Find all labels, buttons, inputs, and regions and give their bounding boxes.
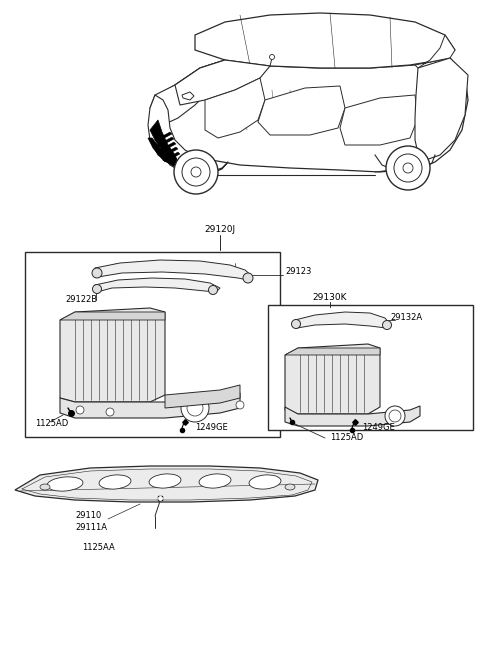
- Ellipse shape: [199, 474, 231, 488]
- Circle shape: [385, 406, 405, 426]
- Text: 1125AD: 1125AD: [35, 419, 68, 428]
- Text: 1249GE: 1249GE: [195, 424, 228, 432]
- Polygon shape: [415, 58, 468, 162]
- Polygon shape: [163, 152, 180, 162]
- Circle shape: [269, 54, 275, 60]
- Polygon shape: [93, 260, 252, 280]
- Polygon shape: [157, 137, 174, 147]
- Text: 29110: 29110: [75, 510, 101, 519]
- Polygon shape: [161, 147, 178, 157]
- Polygon shape: [60, 393, 240, 418]
- Polygon shape: [340, 95, 418, 145]
- Polygon shape: [155, 58, 468, 172]
- Text: 29122B: 29122B: [65, 295, 97, 305]
- Polygon shape: [60, 308, 165, 402]
- Circle shape: [383, 320, 392, 329]
- Text: 29132A: 29132A: [390, 314, 422, 322]
- Polygon shape: [175, 60, 270, 105]
- Circle shape: [291, 320, 300, 329]
- Polygon shape: [93, 278, 220, 292]
- Text: 29130K: 29130K: [313, 293, 347, 301]
- Polygon shape: [195, 13, 455, 68]
- Ellipse shape: [149, 474, 181, 488]
- Circle shape: [181, 394, 209, 422]
- Text: 1249GE: 1249GE: [362, 424, 395, 432]
- Circle shape: [403, 163, 413, 173]
- Ellipse shape: [47, 477, 83, 491]
- Circle shape: [191, 167, 201, 177]
- Polygon shape: [415, 35, 455, 68]
- Circle shape: [208, 286, 217, 295]
- Bar: [268, 305, 473, 430]
- Polygon shape: [155, 132, 172, 142]
- Polygon shape: [165, 385, 240, 408]
- Polygon shape: [148, 95, 200, 165]
- Ellipse shape: [40, 484, 50, 490]
- Text: 29111A: 29111A: [75, 523, 107, 533]
- Text: 29120J: 29120J: [204, 225, 236, 234]
- Text: 29123: 29123: [285, 267, 312, 276]
- Text: 1125AD: 1125AD: [330, 434, 363, 443]
- Polygon shape: [150, 120, 178, 162]
- Polygon shape: [159, 142, 176, 152]
- Polygon shape: [293, 312, 390, 328]
- Ellipse shape: [99, 475, 131, 489]
- Ellipse shape: [285, 484, 295, 490]
- Circle shape: [76, 406, 84, 414]
- Polygon shape: [60, 312, 165, 320]
- Polygon shape: [285, 344, 380, 414]
- Circle shape: [389, 410, 401, 422]
- Circle shape: [93, 284, 101, 293]
- Circle shape: [92, 268, 102, 278]
- Polygon shape: [148, 138, 195, 170]
- Polygon shape: [285, 348, 380, 355]
- Polygon shape: [15, 466, 318, 502]
- Circle shape: [386, 146, 430, 190]
- Circle shape: [187, 400, 203, 416]
- Ellipse shape: [249, 475, 281, 489]
- Polygon shape: [205, 78, 265, 138]
- Circle shape: [236, 401, 244, 409]
- Circle shape: [182, 158, 210, 186]
- Text: 1125AA: 1125AA: [82, 544, 115, 553]
- Circle shape: [243, 273, 253, 283]
- Bar: [25, 252, 280, 437]
- Circle shape: [394, 154, 422, 182]
- Polygon shape: [182, 92, 194, 100]
- Polygon shape: [150, 60, 225, 125]
- Polygon shape: [258, 86, 345, 135]
- Circle shape: [174, 150, 218, 194]
- Circle shape: [106, 408, 114, 416]
- Polygon shape: [285, 406, 420, 426]
